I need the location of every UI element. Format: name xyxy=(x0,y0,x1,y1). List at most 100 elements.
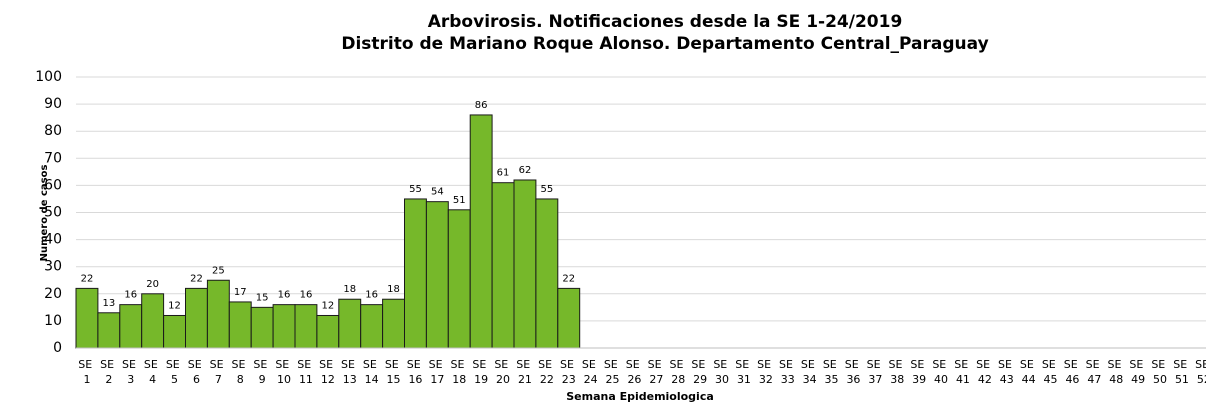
x-tick-label: SE 41 xyxy=(954,358,971,386)
x-tick-label: SE 34 xyxy=(801,358,818,386)
value-label: 20 xyxy=(146,279,159,290)
x-tick-label: SE 24 xyxy=(582,358,599,386)
value-label: 22 xyxy=(81,273,94,284)
x-tick-label: SE 48 xyxy=(1108,358,1125,386)
x-tick-label: SE 1 xyxy=(78,358,95,386)
value-label: 16 xyxy=(124,290,137,301)
x-tick-label: SE 19 xyxy=(472,358,489,386)
x-tick-label: SE 29 xyxy=(691,358,708,386)
y-tick-label: 20 xyxy=(44,286,62,302)
bar xyxy=(294,304,318,349)
x-tick-label: SE 32 xyxy=(757,358,774,386)
value-label: 55 xyxy=(540,184,553,195)
x-tick-label: SE 40 xyxy=(932,358,949,386)
value-label: 16 xyxy=(278,290,291,301)
x-tick-label: SE 49 xyxy=(1129,358,1146,386)
bar xyxy=(425,201,449,349)
x-tick-label: SE 28 xyxy=(670,358,687,386)
value-label: 13 xyxy=(102,298,115,309)
value-label: 25 xyxy=(212,265,225,276)
value-label: 62 xyxy=(519,165,532,176)
bar xyxy=(469,114,493,349)
x-tick-label: SE 3 xyxy=(122,358,139,386)
bar xyxy=(119,304,143,349)
x-tick-label: SE 35 xyxy=(823,358,840,386)
x-tick-label: SE 44 xyxy=(1020,358,1037,386)
x-tick-label: SE 18 xyxy=(451,358,468,386)
x-tick-label: SE 27 xyxy=(648,358,665,386)
value-label: 15 xyxy=(256,292,269,303)
x-tick-label: SE 25 xyxy=(604,358,621,386)
bar xyxy=(75,287,99,349)
x-tick-label: SE 42 xyxy=(976,358,993,386)
x-tick-label: SE 26 xyxy=(626,358,643,386)
y-tick-label: 90 xyxy=(44,96,62,112)
x-tick-label: SE 21 xyxy=(516,358,533,386)
x-tick-label: SE 7 xyxy=(210,358,227,386)
bar xyxy=(338,298,362,349)
value-label: 86 xyxy=(475,100,488,111)
value-label: 61 xyxy=(497,168,510,179)
value-label: 16 xyxy=(300,290,313,301)
bar xyxy=(382,298,406,349)
bar xyxy=(557,287,581,349)
bar xyxy=(513,179,537,349)
bar xyxy=(360,304,384,349)
y-tick-label: 50 xyxy=(44,205,62,221)
x-tick-label: SE 5 xyxy=(166,358,183,386)
chart-title: Arbovirosis. Notificaciones desde la SE … xyxy=(428,12,903,32)
x-tick-label: SE 51 xyxy=(1173,358,1190,386)
x-tick-label: SE 16 xyxy=(407,358,424,386)
y-tick-label: 10 xyxy=(44,313,62,329)
bar xyxy=(141,293,165,349)
bar xyxy=(447,209,471,349)
bar xyxy=(404,198,427,349)
bar xyxy=(491,182,515,349)
y-axis-label: Numero de casos xyxy=(39,165,50,262)
bar xyxy=(228,301,252,349)
x-tick-label: SE 43 xyxy=(998,358,1015,386)
value-label: 55 xyxy=(409,184,422,195)
bar xyxy=(185,287,208,349)
x-tick-label: SE 23 xyxy=(560,358,577,386)
y-tick-label: 40 xyxy=(44,232,62,248)
y-tick-label: 100 xyxy=(35,69,62,85)
x-tick-label: SE 8 xyxy=(232,358,249,386)
y-tick-label: 30 xyxy=(44,259,62,275)
x-tick-label: SE 46 xyxy=(1064,358,1081,386)
value-label: 54 xyxy=(431,187,444,198)
x-tick-label: SE 2 xyxy=(100,358,117,386)
x-tick-label: SE 4 xyxy=(144,358,161,386)
x-tick-label: SE 36 xyxy=(845,358,862,386)
x-tick-label: SE 6 xyxy=(188,358,205,386)
x-tick-label: SE 9 xyxy=(253,358,270,386)
value-label: 18 xyxy=(343,284,356,295)
x-tick-label: SE 15 xyxy=(385,358,402,386)
x-tick-label: SE 45 xyxy=(1042,358,1059,386)
bar xyxy=(316,314,340,349)
x-tick-label: SE 11 xyxy=(297,358,314,386)
bar xyxy=(250,306,274,349)
bar xyxy=(206,279,230,349)
bar xyxy=(272,304,296,349)
x-tick-label: SE 52 xyxy=(1195,358,1206,386)
x-tick-label: SE 30 xyxy=(713,358,730,386)
x-tick-label: SE 12 xyxy=(319,358,336,386)
x-tick-label: SE 14 xyxy=(363,358,380,386)
x-tick-label: SE 38 xyxy=(889,358,906,386)
x-tick-label: SE 22 xyxy=(538,358,555,386)
y-tick-label: 80 xyxy=(44,123,62,139)
y-tick-label: 60 xyxy=(44,177,62,193)
chart-subtitle: Distrito de Mariano Roque Alonso. Depart… xyxy=(341,34,988,54)
x-tick-label: SE 31 xyxy=(735,358,752,386)
x-tick-label: SE 37 xyxy=(867,358,884,386)
x-tick-label: SE 33 xyxy=(779,358,796,386)
x-tick-label: SE 50 xyxy=(1151,358,1168,386)
value-label: 22 xyxy=(562,273,575,284)
x-tick-label: SE 10 xyxy=(275,358,292,386)
x-tick-label: SE 17 xyxy=(429,358,446,386)
bar xyxy=(97,312,121,349)
y-tick-label: 70 xyxy=(44,150,62,166)
x-tick-label: SE 20 xyxy=(494,358,511,386)
